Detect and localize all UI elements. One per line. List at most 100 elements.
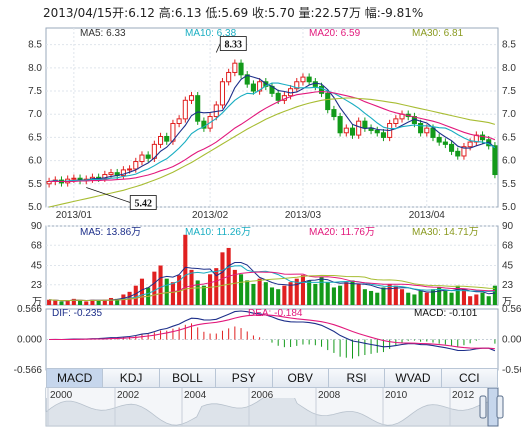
candle-body [275,92,281,101]
ma-line-ma5 [49,74,496,183]
tab-cci[interactable]: CCI [441,368,498,388]
volume-bar [257,278,262,305]
navigator-left-grip[interactable] [479,395,487,419]
volume-bar [164,278,169,305]
volume-bar [263,282,268,305]
volume-bar [300,275,306,305]
candle-body [362,120,368,129]
candle-body [226,71,232,83]
volume-bar [158,265,163,305]
tab-wvad[interactable]: WVAD [385,368,442,388]
macd-tick-right: -0.566 [502,365,521,376]
ma-line-ma20 [49,90,496,183]
volume-bar [47,299,52,305]
candle-body [331,109,337,118]
low-value: 5.69 [221,6,249,20]
annotation-leader [86,187,131,203]
price-tick-right: 6.0 [502,156,516,167]
volume-bar [486,296,491,305]
price-tick-right: 7.5 [502,86,516,97]
tab-kdj[interactable]: KDJ [103,368,160,388]
price-tick-left: 6.0 [28,156,42,167]
close-value: 5.70 [268,6,295,20]
candle-body [337,116,343,134]
volume-bar [90,299,95,305]
candle-body [182,99,188,120]
candle-body [380,132,386,138]
volume-bar [399,289,405,305]
macd-tick-left: 0.566 [17,304,42,315]
volume-bar [139,278,145,305]
tab-macd[interactable]: MACD [46,368,104,388]
volume-tick-left: 万 [32,297,42,308]
candle-body [158,135,164,145]
candle-body [492,145,498,176]
price-tick-left: 5.0 [28,202,42,213]
close-label: 收: [251,6,268,20]
candle-body [461,146,467,157]
volume-bar [183,234,188,305]
annotation-label: 8.33 [225,40,243,51]
price-tick-left: 7.5 [28,86,42,97]
volume-bar [375,292,380,305]
candle-body [374,129,380,134]
candle-body [176,118,182,125]
vol-legend-ma20: MA20: 11.76万 [309,227,375,238]
quote-summary: 2013/04/15开:6.12 高:6.13 低:5.69 收:5.70 量:… [43,4,423,21]
candle-body [232,62,238,73]
candle-body [120,169,126,176]
volume-ma-line-5 [49,262,495,302]
candle-body [306,76,312,83]
navigator-year-label: 2002 [117,390,140,401]
tab-obv[interactable]: OBV [272,368,329,388]
macd-legend-dea: DEA: -0.184 [248,308,303,319]
volume-bar [195,280,200,305]
volume-tick-right: 90 [502,221,514,232]
price-panel: 8.5 8.5 8.0 8.0 7.5 7.5 7.0 7.0 6.5 6.5 6.0 6.0 5.5 5… [28,27,516,221]
volume-bar [492,285,497,305]
volume-bar [430,289,436,305]
volume-tick-right: 万 [502,297,512,308]
candle-body [343,127,349,134]
volume-bar [449,292,454,305]
volume-bar [474,294,479,305]
volume-bar [251,283,256,305]
navigator-panel: 2000 2002 2004 2006 2008 2010 2012 [45,387,504,427]
candle-body [238,62,244,76]
volume-bar [307,280,312,305]
candle-body [250,83,256,92]
volume-bar [437,287,442,305]
volume-bar [412,294,417,305]
price-tick-right: 7.0 [502,109,516,120]
volume-bar [53,300,58,305]
volume-bar [84,301,89,305]
volume-bar [350,280,355,305]
date-tick-label: 2013/02 [192,210,229,221]
volume-bar [319,276,324,305]
open-label: 开: [112,6,129,20]
volume-bar [152,271,157,305]
price-tick-left: 6.5 [28,132,42,143]
volume-bar [294,278,299,305]
candle-body [145,154,151,159]
price-tick-right: 8.0 [502,63,516,74]
volume-bar [115,298,120,305]
quote-date: 2013/04/15 [43,6,113,20]
tab-boll[interactable]: BOLL [159,368,217,388]
macd-tick-left: 0.000 [17,335,42,346]
candle-body [442,141,448,145]
volume-bar [276,289,281,305]
volume-tick-left: 23 [31,280,43,291]
tab-rsi[interactable]: RSI [328,368,386,388]
volume-bar [269,287,275,305]
volume-bar [418,290,423,305]
change-label: 幅: [364,6,381,20]
price-tick-right: 5.0 [502,202,516,213]
macd-legend-macd: MACD: -0.101 [414,308,478,319]
navigator-right-grip[interactable] [496,395,504,419]
tab-psy[interactable]: PSY [216,368,273,388]
candle-body [71,177,77,180]
candle-body [449,143,455,152]
volume-bar [288,282,293,305]
